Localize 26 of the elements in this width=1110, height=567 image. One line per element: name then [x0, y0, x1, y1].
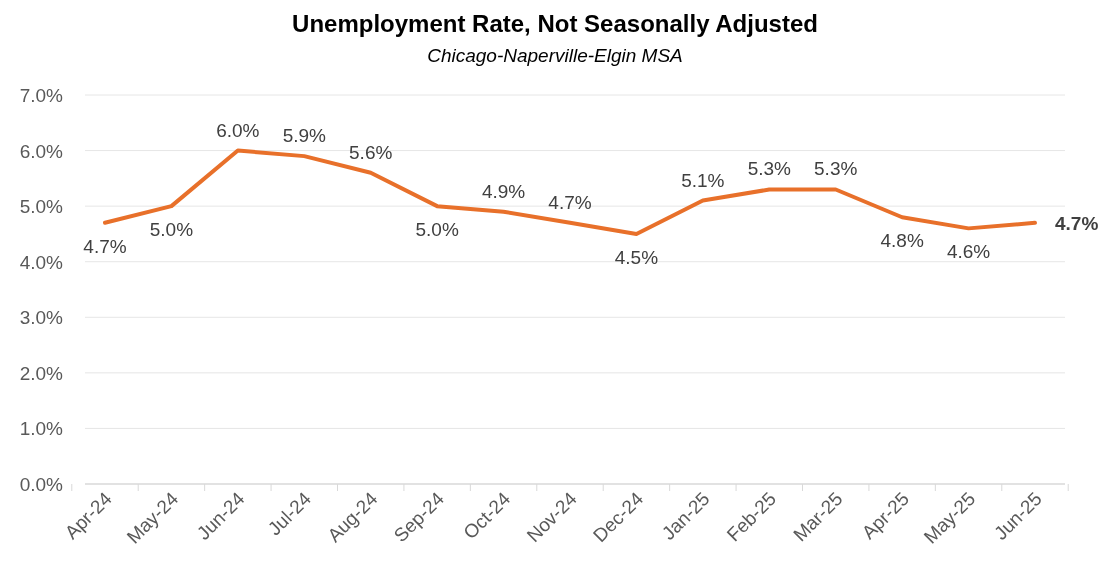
y-tick-label: 3.0% — [19, 307, 64, 329]
y-tick-label: 4.0% — [19, 251, 64, 273]
y-tick-label: 7.0% — [19, 85, 64, 106]
data-label: 4.7% — [83, 235, 127, 257]
line-series — [103, 148, 1037, 236]
chart-title: Unemployment Rate, Not Seasonally Adjusted — [292, 10, 818, 37]
y-tick-label: 6.0% — [19, 140, 64, 162]
data-label: 5.3% — [747, 158, 792, 180]
data-label: 4.6% — [946, 241, 991, 263]
data-label: 4.9% — [481, 180, 526, 202]
y-tick-label: 1.0% — [19, 418, 64, 440]
data-label: 5.3% — [814, 158, 858, 180]
data-label: 5.0% — [149, 219, 194, 241]
y-tick-label: 5.0% — [19, 196, 64, 218]
data-label: 4.5% — [614, 246, 659, 268]
data-label: 4.8% — [880, 230, 924, 252]
data-label: 5.1% — [681, 169, 725, 191]
data-label: 6.0% — [216, 119, 260, 141]
y-tick-label: 2.0% — [19, 362, 64, 384]
data-label: 5.0% — [415, 219, 459, 241]
data-label: 5.9% — [282, 125, 327, 147]
data-label: 5.6% — [349, 141, 393, 163]
data-label: 4.7% — [548, 191, 592, 213]
y-tick-label: 0.0% — [19, 474, 64, 495]
data-label: 4.7% — [1055, 212, 1099, 234]
chart-subtitle: Chicago-Naperville-Elgin MSA — [427, 45, 683, 66]
